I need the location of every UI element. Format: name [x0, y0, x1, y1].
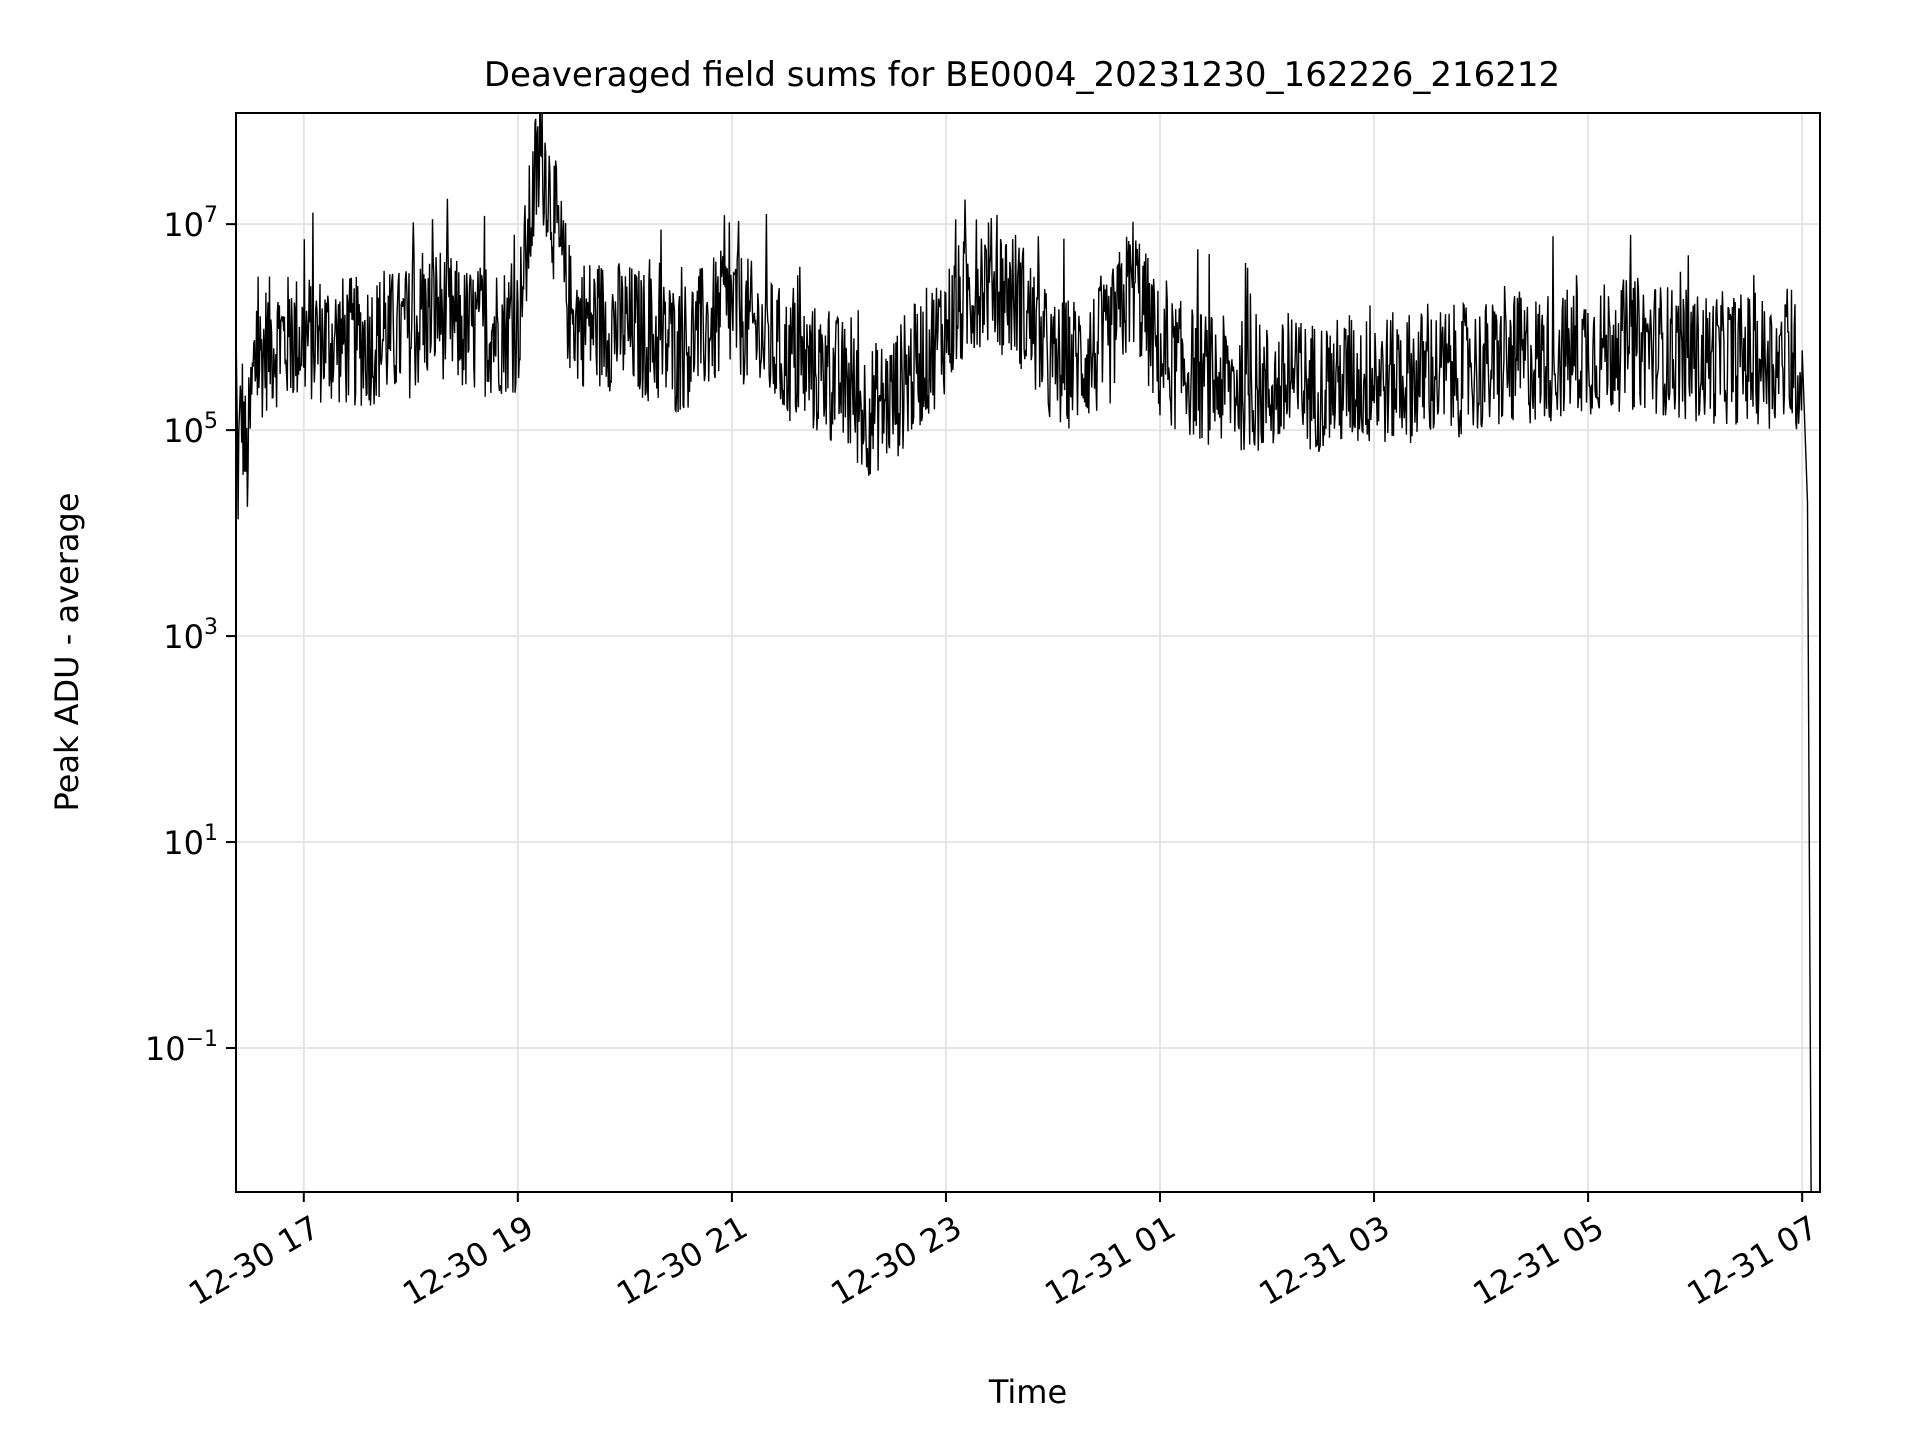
y-tick-label: 10−1	[145, 1027, 218, 1068]
series-line	[236, 113, 1812, 1192]
x-tick-label: 12-31 03	[1252, 1208, 1396, 1313]
y-tick-label: 105	[163, 409, 218, 450]
y-axis: 10−1 101 103 105 107	[145, 203, 236, 1068]
x-tick-label: 12-30 17	[182, 1208, 326, 1313]
y-tick-label: 101	[163, 821, 218, 862]
x-tick-label: 12-31 01	[1038, 1208, 1182, 1313]
x-tick-label: 12-30 19	[396, 1208, 540, 1313]
x-tick-label: 12-31 07	[1681, 1208, 1825, 1313]
chart-title: Deaveraged field sums for BE0004_2023123…	[484, 55, 1560, 95]
grid	[236, 113, 1820, 1192]
x-tick-label: 12-31 05	[1467, 1208, 1611, 1313]
x-tick-label: 12-30 21	[610, 1208, 754, 1313]
x-tick-label: 12-30 23	[824, 1208, 968, 1313]
y-tick-label: 107	[163, 203, 218, 244]
x-axis: 12-30 17 12-30 19 12-30 21 12-30 23 12-31 01…	[182, 1192, 1824, 1313]
y-axis-label: Peak ADU - average	[48, 493, 86, 812]
x-axis-label: Time	[988, 1373, 1067, 1411]
plot-area	[236, 113, 1812, 1192]
plot-frame	[235, 112, 1821, 1193]
y-tick-label: 103	[163, 615, 218, 656]
